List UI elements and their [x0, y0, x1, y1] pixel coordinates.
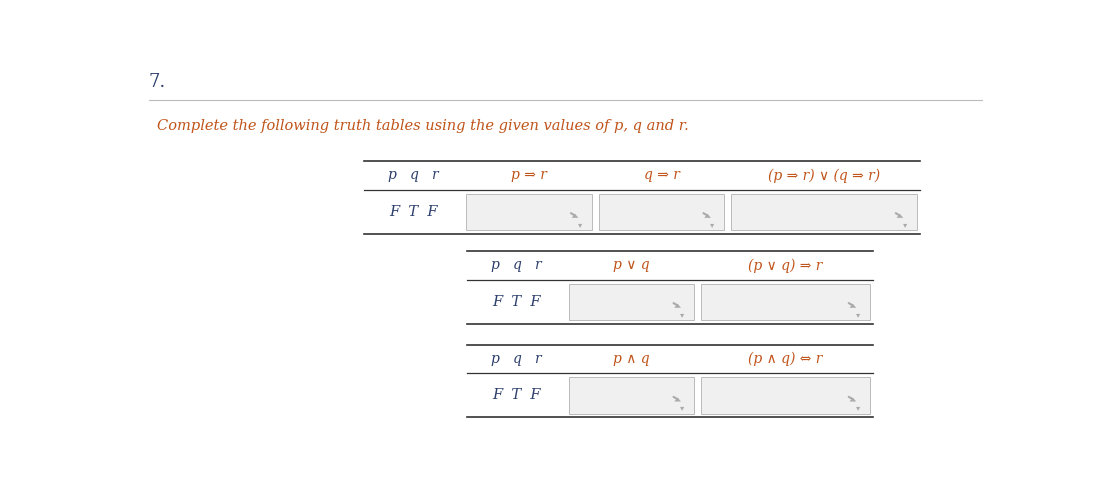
Text: (p ⇒ r) ∨ (q ⇒ r): (p ⇒ r) ∨ (q ⇒ r): [768, 168, 880, 182]
Text: ▾: ▾: [578, 220, 582, 229]
Text: Complete the following truth tables using the given values of p, q and r.: Complete the following truth tables usin…: [157, 119, 688, 133]
Text: p   q   r: p q r: [491, 258, 542, 272]
Text: ▾: ▾: [681, 310, 685, 319]
Text: p ∧ q: p ∧ q: [613, 352, 650, 366]
Text: (p ∧ q) ⇔ r: (p ∧ q) ⇔ r: [748, 352, 823, 366]
Text: ▾: ▾: [902, 220, 907, 229]
Text: ▾: ▾: [856, 404, 859, 413]
Polygon shape: [571, 214, 578, 218]
Text: (p ∨ q) ⇒ r: (p ∨ q) ⇒ r: [748, 258, 823, 272]
FancyBboxPatch shape: [569, 377, 695, 414]
FancyBboxPatch shape: [702, 283, 869, 320]
Polygon shape: [674, 398, 681, 402]
Text: p   q   r: p q r: [491, 352, 542, 366]
Text: p ∨ q: p ∨ q: [613, 258, 650, 272]
FancyBboxPatch shape: [569, 283, 695, 320]
Text: ▾: ▾: [681, 404, 685, 413]
Text: F  T  F: F T F: [492, 295, 540, 309]
Text: ▾: ▾: [710, 220, 715, 229]
Polygon shape: [849, 304, 856, 308]
Text: ▾: ▾: [856, 310, 859, 319]
Polygon shape: [704, 214, 711, 218]
Polygon shape: [674, 304, 681, 308]
Text: F  T  F: F T F: [389, 205, 438, 219]
FancyBboxPatch shape: [731, 193, 917, 230]
FancyBboxPatch shape: [467, 193, 592, 230]
FancyBboxPatch shape: [599, 193, 725, 230]
FancyBboxPatch shape: [702, 377, 869, 414]
Text: F  T  F: F T F: [492, 389, 540, 403]
Text: 7.: 7.: [149, 73, 167, 91]
Text: q ⇒ r: q ⇒ r: [643, 168, 679, 182]
Text: p   q   r: p q r: [388, 168, 439, 182]
Polygon shape: [849, 398, 856, 402]
Text: p ⇒ r: p ⇒ r: [511, 168, 547, 182]
Polygon shape: [897, 214, 903, 218]
